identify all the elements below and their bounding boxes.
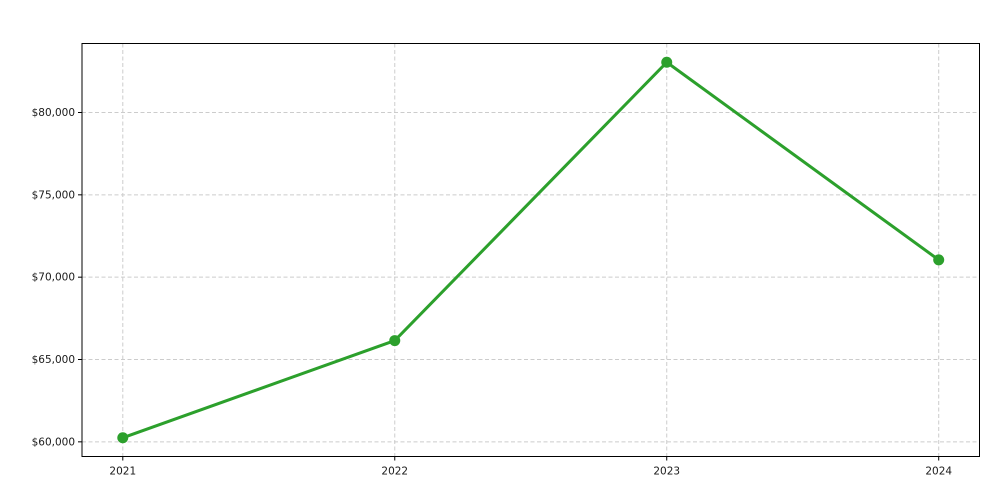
y-tick-label: $60,000: [32, 436, 75, 448]
x-tick-label: 2024: [925, 466, 952, 478]
y-tick-label: $75,000: [32, 189, 75, 201]
data-point-2023: [661, 56, 673, 68]
y-tick-label: $65,000: [32, 354, 75, 366]
data-point-2021: [117, 432, 129, 444]
y-tick-label: $70,000: [32, 272, 75, 284]
y-tick-label: $80,000: [32, 107, 75, 119]
x-tick-label: 2023: [653, 466, 680, 478]
data-point-2024: [933, 254, 945, 266]
x-tick-label: 2021: [109, 466, 136, 478]
x-tick-label: 2022: [381, 466, 408, 478]
trend-line: [121, 60, 941, 440]
plot-border: [81, 43, 980, 457]
data-point-2022: [389, 335, 401, 347]
